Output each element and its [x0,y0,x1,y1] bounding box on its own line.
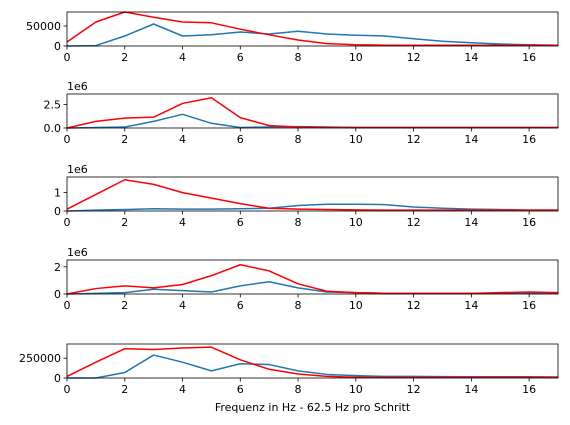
panel-2-series-2-line [66,97,558,129]
panel-1-x-tick-label: 10 [349,51,363,64]
panel-2-x-tick-label: 4 [179,133,186,146]
panel-5-x-tick-label: 8 [295,383,302,396]
panel-5-y-tick-label: 250000 [19,352,61,365]
panel-1-y-tick-label: 50000 [26,20,61,33]
panel-1-x-tick-label: 0 [64,51,71,64]
panel-3-series-2-line [66,179,558,211]
panel-5-x-tick-label: 0 [64,383,71,396]
panel-3-x-tick-label: 12 [407,216,421,229]
panel-4-x-tick-label: 2 [121,299,128,312]
panel-2-y-tick-label: 0.0 [44,122,62,135]
panel-2-y-tick-label: 2.5 [44,98,62,111]
panel-1-x-tick-label: 8 [295,51,302,64]
panel-3-x-tick-label: 4 [179,216,186,229]
panel-3-x-tick-label: 14 [464,216,478,229]
panel-3-series-1-line [66,203,558,212]
panel-2-x-tick-label: 16 [522,133,536,146]
panel-5-x-tick-label: 6 [237,383,244,396]
panel-1-x-tick-label: 4 [179,51,186,64]
panel-5-x-tick-label: 12 [407,383,421,396]
panel-2-x-tick-label: 6 [237,133,244,146]
panel-1-x-tick-label: 6 [237,51,244,64]
panel-3-y-tick-label: 0 [54,205,61,218]
panel-2-x-tick-label: 14 [464,133,478,146]
panel-2-x-tick-label: 8 [295,133,302,146]
panel-4-frame [66,259,559,295]
panel-4-x-tick-label: 16 [522,299,536,312]
panel-2-x-tick-label: 2 [121,133,128,146]
panel-5-series-2-line [66,346,558,379]
panel-2-series-1-line [66,113,558,129]
panel-3-offset-label: 1e6 [67,163,88,176]
panel-1-y-tick-label: 0 [54,40,61,53]
panel-2-frame [66,93,559,129]
panel-2-x-tick-label: 0 [64,133,71,146]
panel-4-x-tick-label: 12 [407,299,421,312]
panel-3-x-tick-label: 0 [64,216,71,229]
panel-5-frame [66,343,559,379]
panel-3-x-tick-label: 6 [237,216,244,229]
panel-1-series-1-line [66,23,559,47]
panel-4-x-tick-label: 8 [295,299,302,312]
panel-2-offset-label: 1e6 [67,80,88,93]
panel-5-x-tick-label: 16 [522,383,536,396]
panel-4-x-tick-label: 10 [349,299,363,312]
panel-5-x-tick-label: 10 [349,383,363,396]
panel-3-x-tick-label: 10 [349,216,363,229]
panel-3-frame [66,176,559,212]
panel-5-x-tick-label: 4 [179,383,186,396]
panel-5-x-axis-label: Frequenz in Hz - 62.5 Hz pro Schritt [215,401,411,414]
panel-5-y-tick-label: 0 [54,372,61,385]
panel-2-x-tick-label: 10 [349,133,363,146]
panel-1-x-tick-label: 12 [407,51,421,64]
panel-4-x-tick-label: 14 [464,299,478,312]
panel-3-x-tick-label: 8 [295,216,302,229]
panel-2-x-tick-label: 12 [407,133,421,146]
panel-1-x-tick-label: 16 [522,51,536,64]
panel-1-series-2-line [66,11,558,46]
panel-1-frame [66,11,559,47]
panel-3-x-tick-label: 2 [121,216,128,229]
panel-1-x-tick-label: 2 [121,51,128,64]
panel-4-x-tick-label: 4 [179,299,186,312]
panel-4-offset-label: 1e6 [67,246,88,259]
panel-4-y-tick-label: 0 [54,288,61,301]
panel-3-y-tick-label: 1 [54,187,61,200]
panel-1-x-tick-label: 14 [464,51,478,64]
panel-4-y-tick-label: 2 [54,261,61,274]
panel-5-x-tick-label: 2 [121,383,128,396]
panel-5-x-tick-label: 14 [464,383,478,396]
panel-4-series-2-line [66,264,559,295]
panel-3-x-tick-label: 16 [522,216,536,229]
panel-4-x-tick-label: 6 [237,299,244,312]
panel-4-x-tick-label: 0 [64,299,71,312]
